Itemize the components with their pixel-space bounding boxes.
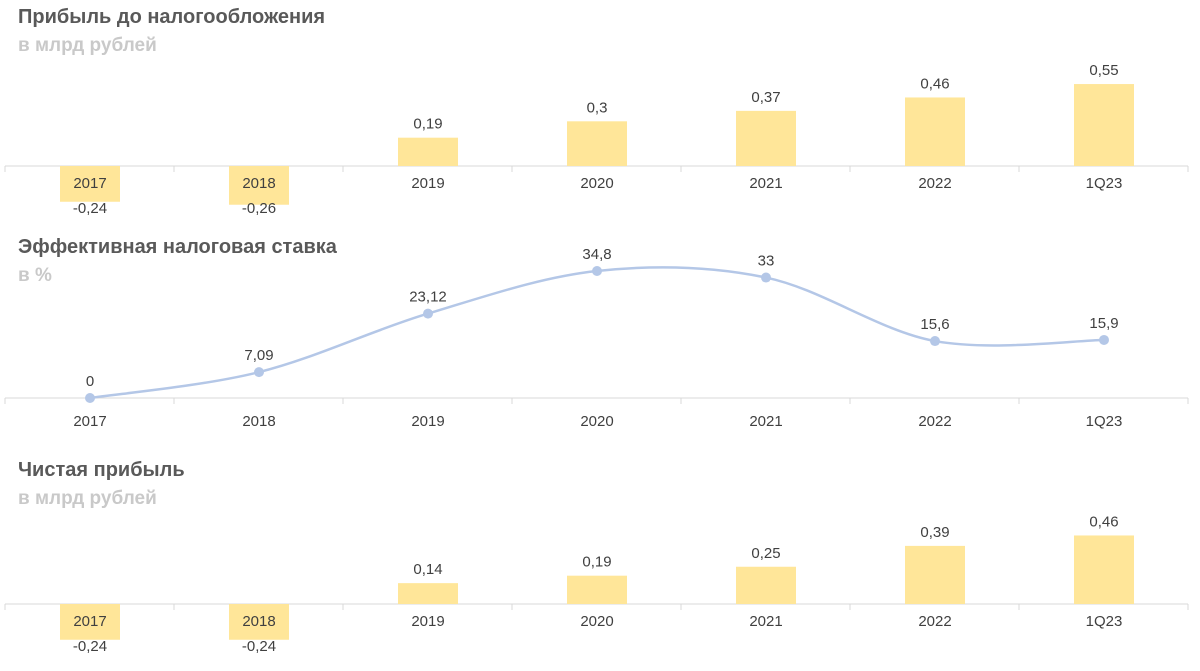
chart3-category-label: 2019 [411,613,444,630]
chart3-bar-2022 [905,545,965,604]
chart-net-profit: 2017 -0,24 2018 -0,24 2019 0,14 2020 0,19 2021 0,… [4,513,1189,655]
chart3-value-label: 0,46 [1089,513,1118,530]
chart1-bar-2021 [736,110,796,166]
chart3-category-label: 2017 [73,613,106,630]
chart-profit-before-tax: 2017 -0,24 2018 -0,26 2019 0,19 2020 0,3 2021 0,3… [4,62,1189,217]
chart1-category-label: 2018 [242,175,275,192]
chart2-value-label: 7,09 [244,347,273,364]
chart1-bar-2017 [60,166,120,202]
chart1-value-label: 0,46 [920,75,949,92]
chart1-subtitle: в млрд рублей [18,35,157,56]
chart2-value-label: 15,6 [920,316,949,333]
chart1-bar-2019 [398,137,458,166]
chart2-subtitle: в % [18,265,52,286]
chart1-value-label: 0,55 [1089,62,1118,79]
chart2-point-1Q23 [1099,334,1109,345]
chart3-bar-2021 [736,566,796,604]
chart-effective-tax-rate: 0 2017 7,09 2018 23,12 2019 34,8 2020 33 2021 15,6… [4,246,1189,430]
chart1-value-label: 0,19 [413,116,442,133]
chart3-bar-1Q23 [1074,535,1134,604]
chart3-bar-2020 [567,575,627,604]
chart1-value-label: -0,24 [73,200,107,217]
chart1-category-label: 2022 [918,175,951,192]
chart1-bar-2022 [905,97,965,166]
chart2-category-label: 2021 [749,413,782,430]
chart1-value-label: 0,3 [587,99,608,116]
chart2-value-label: 23,12 [409,289,447,306]
chart1-title: Прибыль до налогообложения [18,6,326,28]
chart1-category-label: 2021 [749,175,782,192]
chart3-bar-2019 [398,583,458,604]
chart1-value-label: -0,26 [242,200,276,217]
chart3-subtitle: в млрд рублей [18,488,157,509]
chart3-value-label: -0,24 [73,638,107,655]
chart3-category-label: 2021 [749,613,782,630]
chart2-point-2018 [254,367,264,378]
chart3-category-label: 1Q23 [1086,613,1123,630]
chart2-value-label: 34,8 [582,246,611,263]
chart3-category-label: 2020 [580,613,613,630]
chart3-category-label: 2018 [242,613,275,630]
chart2-point-2022 [930,336,940,347]
chart1-category-label: 2017 [73,175,106,192]
chart2-point-2021 [761,272,771,283]
chart2-category-label: 1Q23 [1086,413,1123,430]
chart2-point-2019 [423,308,433,319]
chart2-value-label: 0 [86,373,94,390]
chart2-point-2017 [85,393,95,403]
chart1-category-label: 1Q23 [1086,175,1123,192]
chart1-value-label: 0,37 [751,89,780,106]
chart2-category-label: 2020 [580,413,613,430]
chart3-value-label: 0,39 [920,524,949,541]
chart3-value-label: 0,14 [413,561,442,578]
chart3-value-label: 0,19 [582,554,611,571]
chart2-point-2020 [592,265,602,276]
chart2-series-line [89,266,1105,400]
chart1-bar-2018 [229,166,289,205]
chart1-bar-2020 [567,121,627,166]
chart2-category-label: 2018 [242,413,275,430]
chart2-value-label: 33 [758,253,775,270]
chart2-category-label: 2019 [411,413,444,430]
chart2-category-label: 2017 [73,413,106,430]
chart2-value-label: 15,9 [1089,315,1118,332]
chart3-title: Чистая прибыль [18,459,185,481]
chart3-category-label: 2022 [918,613,951,630]
chart1-category-label: 2020 [580,175,613,192]
chart2-title: Эффективная налоговая ставка [18,236,337,258]
chart2-category-label: 2022 [918,413,951,430]
chart3-bar-2018 [229,604,289,640]
chart3-bar-2017 [60,604,120,640]
chart3-value-label: 0,25 [751,545,780,562]
chart1-category-label: 2019 [411,175,444,192]
chart3-value-label: -0,24 [242,638,276,655]
chart1-bar-1Q23 [1074,84,1134,166]
